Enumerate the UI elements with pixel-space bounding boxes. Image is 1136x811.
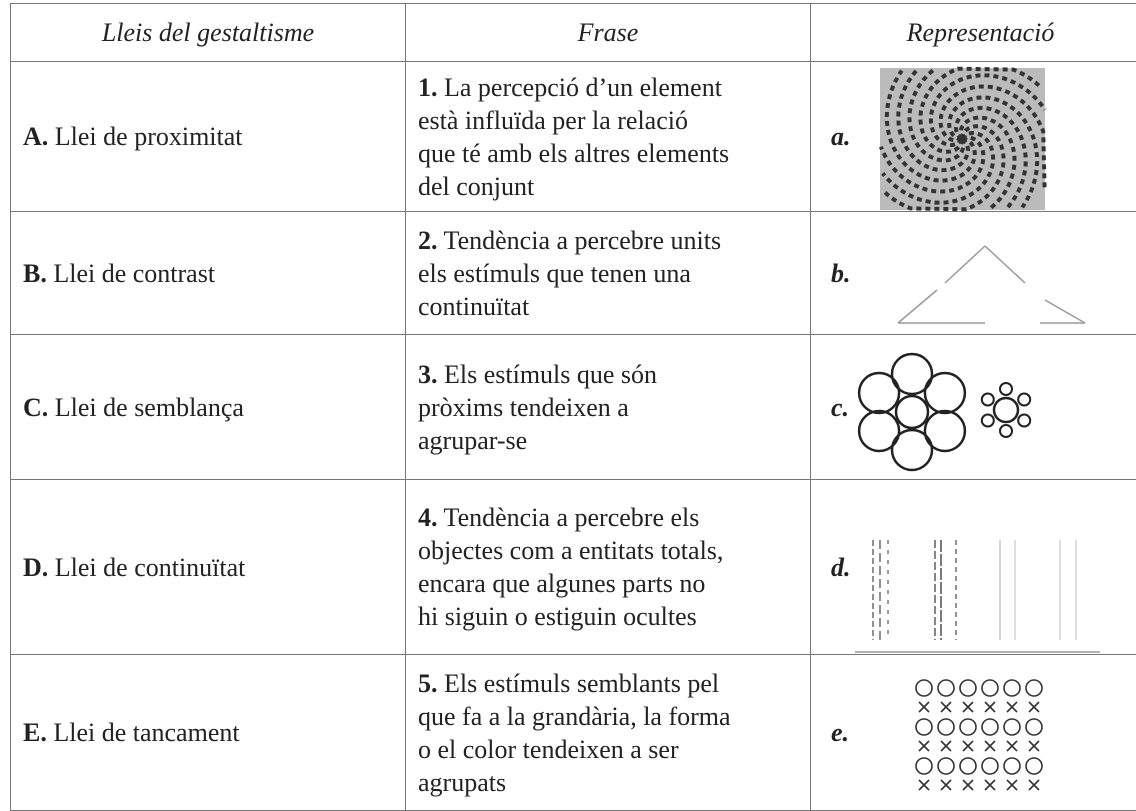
phrase-line: pròxims tendeixen a bbox=[418, 391, 798, 424]
phrase-text: continuïtat bbox=[418, 291, 530, 321]
law-letter: B. bbox=[23, 258, 47, 288]
law-letter: C. bbox=[23, 392, 49, 422]
representation-cell: a. bbox=[810, 61, 1136, 212]
representation-letter: c. bbox=[831, 392, 850, 422]
representation-cell: d. bbox=[810, 479, 1136, 655]
law-name: Llei de contrast bbox=[53, 258, 216, 288]
representation-letter: d. bbox=[831, 552, 851, 582]
phrase-text: Tendència a percebre units bbox=[437, 225, 722, 255]
representation-letter: b. bbox=[831, 258, 851, 288]
phrase-cell: 3. Els estímuls que són pròxims tendeixen… bbox=[405, 334, 811, 480]
phrase-text: agrupar-se bbox=[418, 425, 528, 455]
phrase-text: La percepció d’un element bbox=[437, 72, 722, 102]
phrase-text: que té amb els altres elements bbox=[418, 138, 730, 168]
representation-letter: a. bbox=[831, 122, 851, 151]
phrase-line: 3. Els estímuls que són bbox=[418, 358, 798, 391]
column-header: Frase bbox=[405, 3, 811, 62]
phrase-line: agrupar-se bbox=[418, 424, 798, 457]
phrase-line: que té amb els altres elements bbox=[418, 137, 798, 170]
law-cell: E. Llei de tancament bbox=[10, 654, 406, 811]
law-name: Llei de semblança bbox=[54, 392, 244, 422]
phrase-text: que fa a la grandària, la forma bbox=[418, 701, 731, 731]
law-cell: D. Llei de continuïtat bbox=[10, 479, 406, 655]
representation-cell: c. bbox=[810, 334, 1136, 480]
phrase-cell: 4. Tendència a percebre els objectes com … bbox=[405, 479, 811, 655]
phrase-line: els estímuls que tenen una bbox=[418, 257, 798, 290]
law-name: Llei de proximitat bbox=[54, 122, 243, 151]
representation-cell: e. bbox=[810, 654, 1136, 811]
column-header: Lleis del gestaltisme bbox=[10, 3, 406, 62]
phrase-text: hi siguin o estiguin ocultes bbox=[418, 602, 697, 631]
phrase-text: pròxims tendeixen a bbox=[418, 392, 629, 422]
law-letter: E. bbox=[23, 718, 47, 747]
phrase-line: 1. La percepció d’un element bbox=[418, 71, 798, 104]
representation-cell: b. bbox=[810, 211, 1136, 335]
table-row: E. Llei de tancament 5. Els estímuls semb… bbox=[10, 654, 1136, 811]
phrase-line: 5. Els estímuls semblants pel bbox=[418, 667, 798, 700]
phrase-text: Els estímuls semblants pel bbox=[437, 668, 720, 698]
phrase-line: 4. Tendència a percebre els bbox=[418, 501, 798, 534]
phrase-line: o el color tendeixen a ser bbox=[418, 733, 798, 766]
phrase-line: del conjunt bbox=[418, 170, 798, 203]
phrase-text: o el color tendeixen a ser bbox=[418, 734, 679, 764]
phrase-text: del conjunt bbox=[418, 171, 535, 201]
column-header: Representació bbox=[810, 3, 1136, 62]
law-cell: A. Llei de proximitat bbox=[10, 61, 406, 212]
phrase-line: continuïtat bbox=[418, 290, 798, 323]
phrase-number: 3. bbox=[418, 359, 438, 389]
phrase-number: 5. bbox=[418, 668, 438, 698]
representation-letter: e. bbox=[831, 718, 850, 747]
law-name: Llei de tancament bbox=[53, 718, 240, 747]
table-row: C. Llei de semblança 3. Els estímuls que … bbox=[10, 334, 1136, 480]
law-letter: A. bbox=[23, 122, 49, 151]
phrase-line: que fa a la grandària, la forma bbox=[418, 700, 798, 733]
phrase-line: objectes com a entitats totals, bbox=[418, 534, 798, 567]
law-name: Llei de continuïtat bbox=[54, 552, 246, 582]
phrase-number: 2. bbox=[418, 225, 438, 255]
phrase-cell: 2. Tendència a percebre units els estímul… bbox=[405, 211, 811, 335]
phrase-line: encara que algunes parts no bbox=[418, 567, 798, 600]
phrase-text: està influïda per la relació bbox=[418, 105, 688, 135]
phrase-text: Tendència a percebre els bbox=[437, 503, 700, 532]
header-row: Lleis del gestaltisme Frase Representació bbox=[10, 3, 1136, 62]
phrase-cell: 5. Els estímuls semblants pel que fa a la… bbox=[405, 654, 811, 811]
phrase-text: agrupats bbox=[418, 767, 507, 797]
phrase-number: 1. bbox=[418, 72, 438, 102]
law-letter: D. bbox=[23, 552, 49, 582]
phrase-text: objectes com a entitats totals, bbox=[418, 536, 724, 565]
phrase-cell: 1. La percepció d’un element està influïd… bbox=[405, 61, 811, 212]
phrase-line: agrupats bbox=[418, 766, 798, 799]
phrase-text: els estímuls que tenen una bbox=[418, 258, 691, 288]
phrase-line: està influïda per la relació bbox=[418, 104, 798, 137]
law-cell: C. Llei de semblança bbox=[10, 334, 406, 480]
table-row: B. Llei de contrast 2. Tendència a perceb… bbox=[10, 211, 1136, 335]
phrase-line: hi siguin o estiguin ocultes bbox=[418, 600, 798, 633]
table-row: D. Llei de continuïtat 4. Tendència a per… bbox=[10, 479, 1136, 655]
law-cell: B. Llei de contrast bbox=[10, 211, 406, 335]
phrase-text: encara que algunes parts no bbox=[418, 569, 706, 598]
phrase-number: 4. bbox=[418, 503, 438, 532]
phrase-text: Els estímuls que són bbox=[437, 359, 658, 389]
table-row: A. Llei de proximitat 1. La percepció d’u… bbox=[10, 61, 1136, 212]
phrase-line: 2. Tendència a percebre units bbox=[418, 224, 798, 257]
gestalt-table: Lleis del gestaltisme Frase Representació … bbox=[10, 3, 1136, 811]
